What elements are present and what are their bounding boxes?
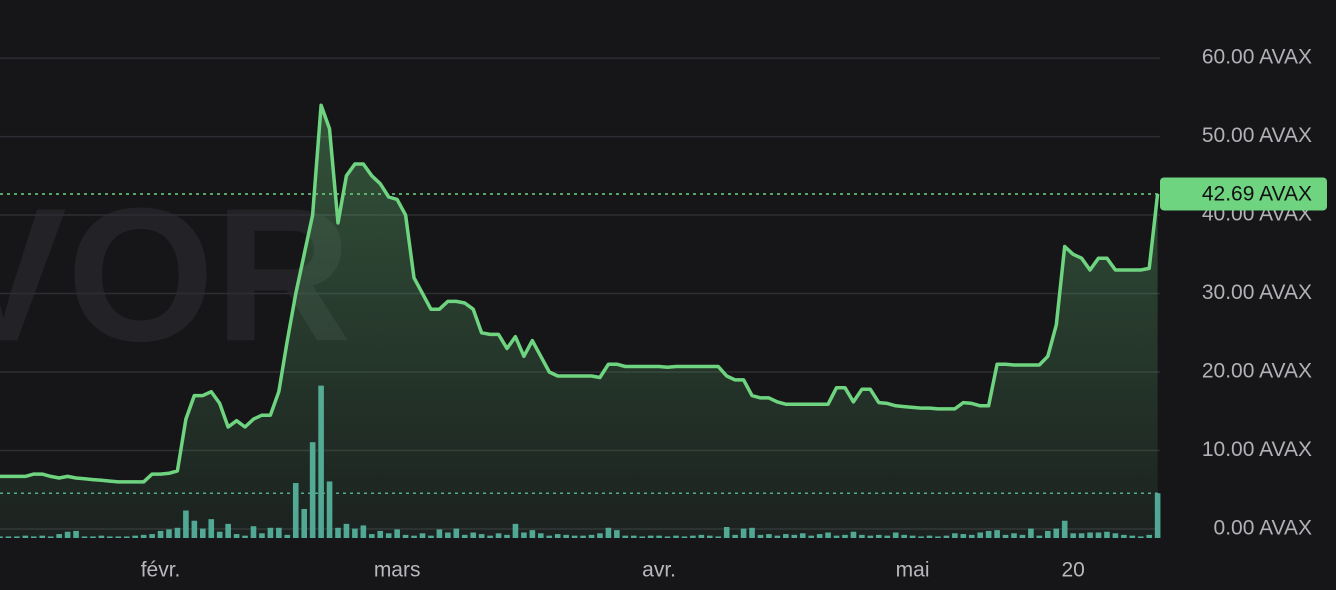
x-tick-label: févr. [141, 559, 181, 582]
price-badge-label: 42.69 AVAX [1202, 182, 1312, 205]
price-line [0, 103, 1160, 484]
x-tick-label: mars [374, 559, 421, 582]
y-tick-label: 20.00 AVAX [1202, 360, 1312, 383]
price-badge [1160, 177, 1327, 211]
x-tick-label: mai [896, 559, 930, 582]
volume-bar [1154, 493, 1161, 538]
price-area [0, 105, 1158, 538]
y-tick-label: 10.00 AVAX [1202, 438, 1312, 461]
y-tick-label: 0.00 AVAX [1214, 517, 1312, 540]
y-tick-label: 30.00 AVAX [1202, 281, 1312, 304]
y-tick-label: 50.00 AVAX [1202, 124, 1312, 147]
x-tick-label: 20 [1061, 559, 1084, 582]
y-tick-label: 60.00 AVAX [1202, 46, 1312, 69]
x-tick-label: avr. [642, 559, 676, 582]
